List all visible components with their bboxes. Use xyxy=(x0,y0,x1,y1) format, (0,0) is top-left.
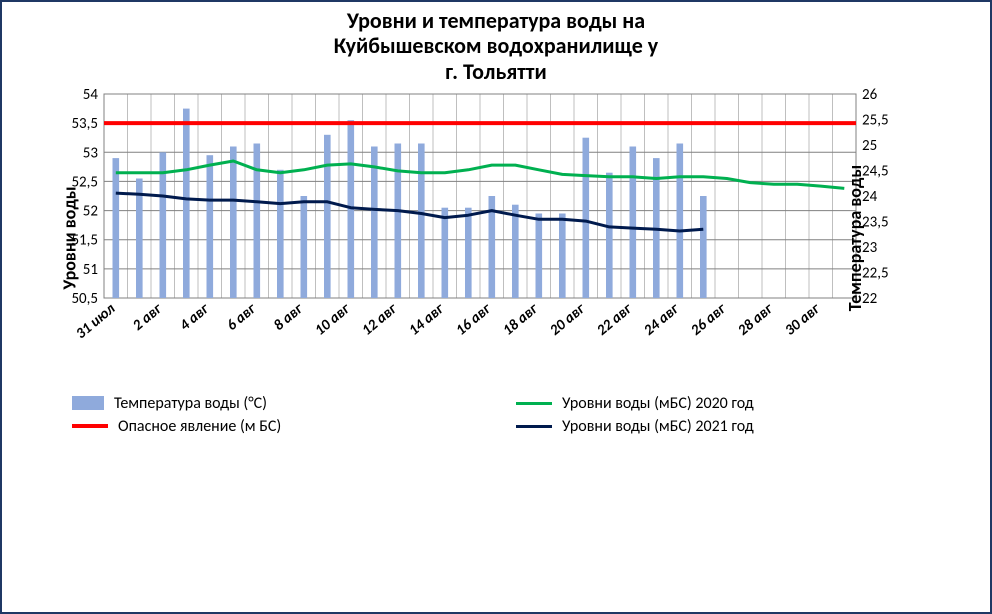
title-line-2: Куйбышевском водохранилище у xyxy=(12,33,980,58)
legend-label-temperature: Температура воды (°С) xyxy=(114,394,267,413)
temperature-bar xyxy=(136,178,143,298)
legend-label-level-2020: Уровни воды (мБС) 2020 год xyxy=(562,394,754,413)
left-axis-tick-label: 52 xyxy=(83,202,98,220)
chart-svg: 50,55151,55252,55353,5542222,52323,52424… xyxy=(60,88,900,388)
temperature-bar xyxy=(700,196,707,298)
temperature-bar xyxy=(418,143,425,298)
legend-swatch-level-2021 xyxy=(516,425,552,428)
temperature-bar xyxy=(113,158,120,298)
chart-frame: Уровни и температура воды на Куйбышевско… xyxy=(0,0,992,614)
right-axis-tick-label: 25,5 xyxy=(862,111,889,129)
x-axis-tick-label: 4 авг xyxy=(176,299,213,334)
temperature-bar xyxy=(559,213,566,298)
temperature-bar xyxy=(230,146,237,298)
x-axis-tick-label: 8 авг xyxy=(270,299,307,334)
temperature-bar xyxy=(442,208,449,298)
title-line-3: г. Тольятти xyxy=(12,59,980,84)
temperature-bar xyxy=(207,155,214,298)
x-axis-tick-label: 30 авг xyxy=(782,300,825,340)
temperature-bar xyxy=(536,213,543,298)
temperature-bar xyxy=(512,205,519,298)
y-axis-left-label: Уровни воды xyxy=(59,186,81,289)
temperature-bar xyxy=(583,138,590,298)
x-axis-tick-label: 20 авг xyxy=(547,300,590,340)
right-axis-tick-label: 26 xyxy=(862,88,878,104)
temperature-bar xyxy=(254,143,261,298)
x-axis-tick-label: 6 авг xyxy=(223,299,260,334)
x-axis-tick-label: 10 авг xyxy=(312,300,355,340)
temperature-bar xyxy=(183,108,190,297)
y-axis-right-label: Температура воды xyxy=(844,165,866,311)
x-axis-tick-label: 12 авг xyxy=(359,300,402,340)
left-axis-tick-label: 50,5 xyxy=(71,290,98,308)
temperature-bar xyxy=(371,146,378,298)
temperature-bar xyxy=(395,143,402,298)
legend-item-level-2020: Уровни воды (мБС) 2020 год xyxy=(516,394,920,413)
temperature-bar xyxy=(301,196,308,298)
x-axis-tick-label: 14 авг xyxy=(406,300,449,340)
x-axis-tick-label: 28 авг xyxy=(735,300,778,340)
legend-swatch-temperature xyxy=(72,396,104,410)
left-axis-tick-label: 54 xyxy=(83,88,99,104)
legend-swatch-danger xyxy=(72,424,108,428)
temperature-bar xyxy=(277,170,284,298)
temperature-bar xyxy=(677,143,684,298)
chart-title: Уровни и температура воды на Куйбышевско… xyxy=(12,8,980,84)
legend-item-danger: Опасное явление (м БС) xyxy=(72,417,476,436)
x-axis-tick-label: 2 авг xyxy=(129,299,166,334)
legend: Температура воды (°С) Уровни воды (мБС) … xyxy=(72,394,920,436)
temperature-bar xyxy=(606,173,613,298)
legend-item-temperature: Температура воды (°С) xyxy=(72,394,476,413)
x-axis-tick-label: 18 авг xyxy=(500,300,543,340)
x-axis-tick-label: 26 авг xyxy=(688,300,731,340)
legend-item-level-2021: Уровни воды (мБС) 2021 год xyxy=(516,417,920,436)
x-axis-tick-label: 22 авг xyxy=(594,300,637,340)
x-axis-tick-label: 24 авг xyxy=(641,300,684,340)
legend-swatch-level-2020 xyxy=(516,402,552,405)
legend-label-danger: Опасное явление (м БС) xyxy=(118,417,281,436)
chart-area: Уровни воды Температура воды 50,55151,55… xyxy=(60,88,900,388)
title-line-1: Уровни и температура воды на xyxy=(12,8,980,33)
temperature-bar xyxy=(630,146,637,298)
right-axis-tick-label: 25 xyxy=(862,137,877,155)
temperature-bar xyxy=(465,208,472,298)
left-axis-tick-label: 51 xyxy=(83,261,98,279)
left-axis-tick-label: 53 xyxy=(83,144,99,162)
x-axis-tick-label: 16 авг xyxy=(453,300,496,340)
legend-label-level-2021: Уровни воды (мБС) 2021 год xyxy=(562,417,754,436)
left-axis-tick-label: 53,5 xyxy=(71,115,98,133)
temperature-bar xyxy=(324,135,331,298)
